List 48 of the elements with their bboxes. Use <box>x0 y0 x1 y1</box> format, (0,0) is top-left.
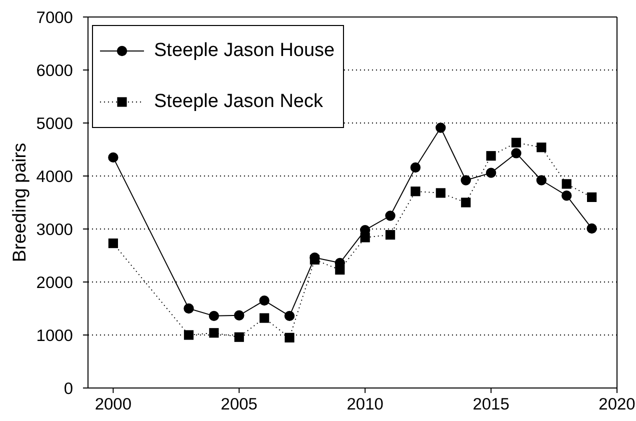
legend-label: Steeple Jason Neck <box>154 91 323 113</box>
x-tick-label: 2000 <box>94 396 132 414</box>
point <box>536 175 547 186</box>
y-tick-label: 0 <box>64 380 73 398</box>
y-tick-label: 7000 <box>36 8 73 27</box>
point <box>108 152 118 163</box>
point <box>360 232 370 242</box>
point <box>511 138 522 148</box>
point <box>108 238 118 248</box>
point <box>209 328 219 338</box>
point <box>486 151 496 161</box>
y-tick-label: 6000 <box>36 62 73 80</box>
y-tick-label: 5000 <box>36 114 73 133</box>
point <box>436 188 446 198</box>
point <box>410 186 420 196</box>
y-tick-label: 2000 <box>36 274 73 292</box>
y-axis-title: Breeding pairs <box>8 142 30 262</box>
point <box>260 313 270 323</box>
x-tick-label: 2005 <box>220 396 258 414</box>
point <box>284 310 295 322</box>
point <box>436 122 446 133</box>
legend-label: Steeple Jason House <box>154 40 335 62</box>
point <box>208 310 220 322</box>
x-tick-label: 2020 <box>598 396 636 414</box>
point <box>461 198 471 208</box>
point <box>536 142 546 152</box>
point <box>410 162 421 173</box>
point <box>259 295 270 306</box>
y-tick-label: 3000 <box>36 220 73 239</box>
point <box>335 265 345 275</box>
point <box>234 310 244 320</box>
point <box>511 148 522 158</box>
point <box>385 230 396 240</box>
point <box>460 175 471 186</box>
point <box>562 179 572 189</box>
point <box>184 330 194 340</box>
point <box>562 190 572 201</box>
y-tick-label: 1000 <box>36 326 73 345</box>
point <box>234 332 244 342</box>
point <box>586 223 597 234</box>
point <box>385 210 396 221</box>
point <box>184 303 194 314</box>
y-tick-label: 4000 <box>36 168 73 186</box>
point <box>284 332 294 342</box>
x-tick-label: 2010 <box>346 396 384 414</box>
point <box>486 168 496 178</box>
point <box>587 192 597 202</box>
x-tick-label: 2015 <box>472 396 510 414</box>
